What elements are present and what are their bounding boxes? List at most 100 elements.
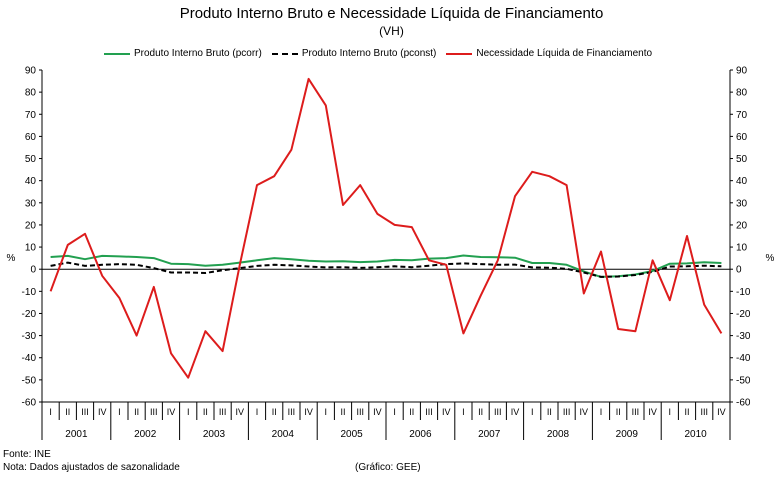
y-tick-label-right: 80 [736, 88, 748, 99]
y-tick-label-left: 40 [25, 176, 37, 187]
x-tick-label-year: 2002 [134, 429, 157, 440]
x-tick-label-quarter: II [547, 407, 552, 417]
y-tick-label-right: 30 [736, 198, 748, 209]
y-tick-label-left: -20 [22, 309, 37, 320]
legend-swatch-nlf [446, 52, 473, 55]
footer-source: Fonte: INE [3, 449, 51, 460]
y-tick-label-left: -60 [22, 398, 37, 409]
x-tick-label-quarter: II [203, 407, 208, 417]
x-tick-label-quarter: IV [442, 407, 451, 417]
x-tick-label-year: 2006 [409, 429, 432, 440]
x-tick-label-year: 2004 [272, 429, 295, 440]
x-tick-label-quarter: III [81, 407, 89, 417]
x-tick-label-quarter: III [288, 407, 296, 417]
legend-swatch-pib-pcorr [104, 52, 130, 55]
x-tick-label-quarter: III [356, 407, 364, 417]
x-tick-label-year: 2007 [478, 429, 501, 440]
x-tick-label-quarter: IV [98, 407, 107, 417]
legend-item-nlf: Necessidade Líquida de Financiamento [446, 48, 652, 59]
y-tick-label-right: -40 [736, 353, 751, 364]
x-tick-label-quarter: I [118, 407, 121, 417]
y-tick-label-left: -40 [22, 353, 37, 364]
y-tick-label-left: 10 [25, 243, 37, 254]
y-tick-label-right: 0 [736, 265, 742, 276]
x-tick-label-quarter: II [134, 407, 139, 417]
series-line-nlf [49, 77, 723, 379]
x-tick-label-quarter: I [600, 407, 603, 417]
x-tick-label-quarter: IV [304, 407, 313, 417]
y-tick-label-left: 0 [30, 265, 36, 276]
x-tick-label-quarter: IV [648, 407, 657, 417]
y-tick-label-right: 90 [736, 66, 748, 77]
y-tick-label-left: 30 [25, 198, 37, 209]
x-tick-label-quarter: II [272, 407, 277, 417]
y-axis-label-left: % [7, 253, 16, 264]
x-tick-label-quarter: I [669, 407, 672, 417]
x-tick-label-quarter: III [563, 407, 571, 417]
x-tick-label-year: 2009 [616, 429, 639, 440]
x-tick-label-quarter: I [393, 407, 396, 417]
y-tick-label-right: -50 [736, 375, 751, 386]
legend-item-pib-pcorr: Produto Interno Bruto (pcorr) [104, 48, 262, 59]
y-tick-label-left: 90 [25, 66, 37, 77]
x-tick-label-year: 2010 [684, 429, 707, 440]
x-tick-label-quarter: III [700, 407, 708, 417]
x-tick-label-year: 2005 [340, 429, 363, 440]
x-tick-label-year: 2003 [203, 429, 226, 440]
footer-credit: (Gráfico: GEE) [355, 462, 421, 473]
x-tick-label-quarter: II [65, 407, 70, 417]
x-tick-label-quarter: III [425, 407, 433, 417]
x-tick-label-quarter: IV [511, 407, 520, 417]
y-tick-label-left: -30 [22, 331, 37, 342]
legend-label-pib-pconst: Produto Interno Bruto (pconst) [301, 48, 437, 59]
x-tick-label-quarter: III [632, 407, 640, 417]
y-tick-label-right: -30 [736, 331, 751, 342]
x-tick-label-quarter: II [340, 407, 345, 417]
footer-note: Nota: Dados ajustados de sazonalidade [3, 462, 180, 473]
y-tick-label-left: -50 [22, 375, 37, 386]
x-tick-label-quarter: IV [167, 407, 176, 417]
y-tick-label-left: 50 [25, 154, 37, 165]
chart-title: Produto Interno Bruto e Necessidade Líqu… [179, 5, 604, 22]
series-line-pib-pconst [50, 261, 722, 278]
x-tick-label-quarter: I [325, 407, 328, 417]
legend-swatch-pib-pconst [271, 52, 298, 55]
x-tick-label-quarter: II [684, 407, 689, 417]
x-tick-label-quarter: IV [373, 407, 382, 417]
y-tick-label-left: 20 [25, 220, 37, 231]
chart-subtitle: (VH) [379, 24, 404, 38]
x-tick-label-quarter: III [150, 407, 158, 417]
x-tick-label-quarter: I [462, 407, 465, 417]
x-tick-label-quarter: I [187, 407, 190, 417]
y-tick-label-right: 50 [736, 154, 748, 165]
x-tick-label-quarter: IV [236, 407, 245, 417]
y-tick-label-right: 20 [736, 220, 748, 231]
legend-label-nlf: Necessidade Líquida de Financiamento [476, 48, 653, 59]
chart-legend: Produto Interno Bruto (pcorr) Produto In… [104, 48, 662, 59]
x-tick-label-quarter: II [478, 407, 483, 417]
y-tick-label-right: 10 [736, 243, 748, 254]
legend-label-pib-pcorr: Produto Interno Bruto (pcorr) [134, 48, 262, 59]
y-tick-label-left: -10 [22, 287, 37, 298]
y-axis-label-right: % [766, 253, 775, 264]
x-tick-label-quarter: II [409, 407, 414, 417]
x-tick-label-quarter: I [531, 407, 534, 417]
x-tick-label-quarter: IV [717, 407, 726, 417]
x-tick-label-year: 2008 [547, 429, 570, 440]
x-tick-label-quarter: III [219, 407, 227, 417]
y-tick-label-left: 70 [25, 110, 37, 121]
y-tick-label-right: 70 [736, 110, 748, 121]
x-tick-label-quarter: I [49, 407, 52, 417]
x-tick-label-year: 2001 [65, 429, 88, 440]
y-tick-label-right: 40 [736, 176, 748, 187]
x-tick-label-quarter: I [256, 407, 259, 417]
y-tick-label-left: 80 [25, 88, 37, 99]
y-tick-label-right: -60 [736, 398, 751, 409]
x-tick-label-quarter: II [616, 407, 621, 417]
y-tick-label-right: -20 [736, 309, 751, 320]
x-tick-label-quarter: IV [580, 407, 589, 417]
y-tick-label-right: 60 [736, 132, 748, 143]
y-tick-label-left: 60 [25, 132, 37, 143]
y-tick-label-right: -10 [736, 287, 751, 298]
